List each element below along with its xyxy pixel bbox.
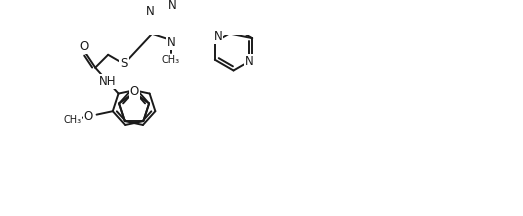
Text: N: N	[214, 30, 222, 43]
Text: NH: NH	[99, 75, 116, 88]
Text: O: O	[130, 85, 139, 98]
Text: N: N	[245, 55, 253, 68]
Text: N: N	[167, 36, 176, 49]
Text: CH₃: CH₃	[162, 55, 179, 65]
Text: S: S	[120, 57, 128, 70]
Text: O: O	[80, 40, 89, 52]
Text: CH₃: CH₃	[63, 115, 81, 125]
Text: N: N	[168, 0, 177, 12]
Text: O: O	[84, 110, 93, 123]
Text: N: N	[146, 5, 155, 18]
